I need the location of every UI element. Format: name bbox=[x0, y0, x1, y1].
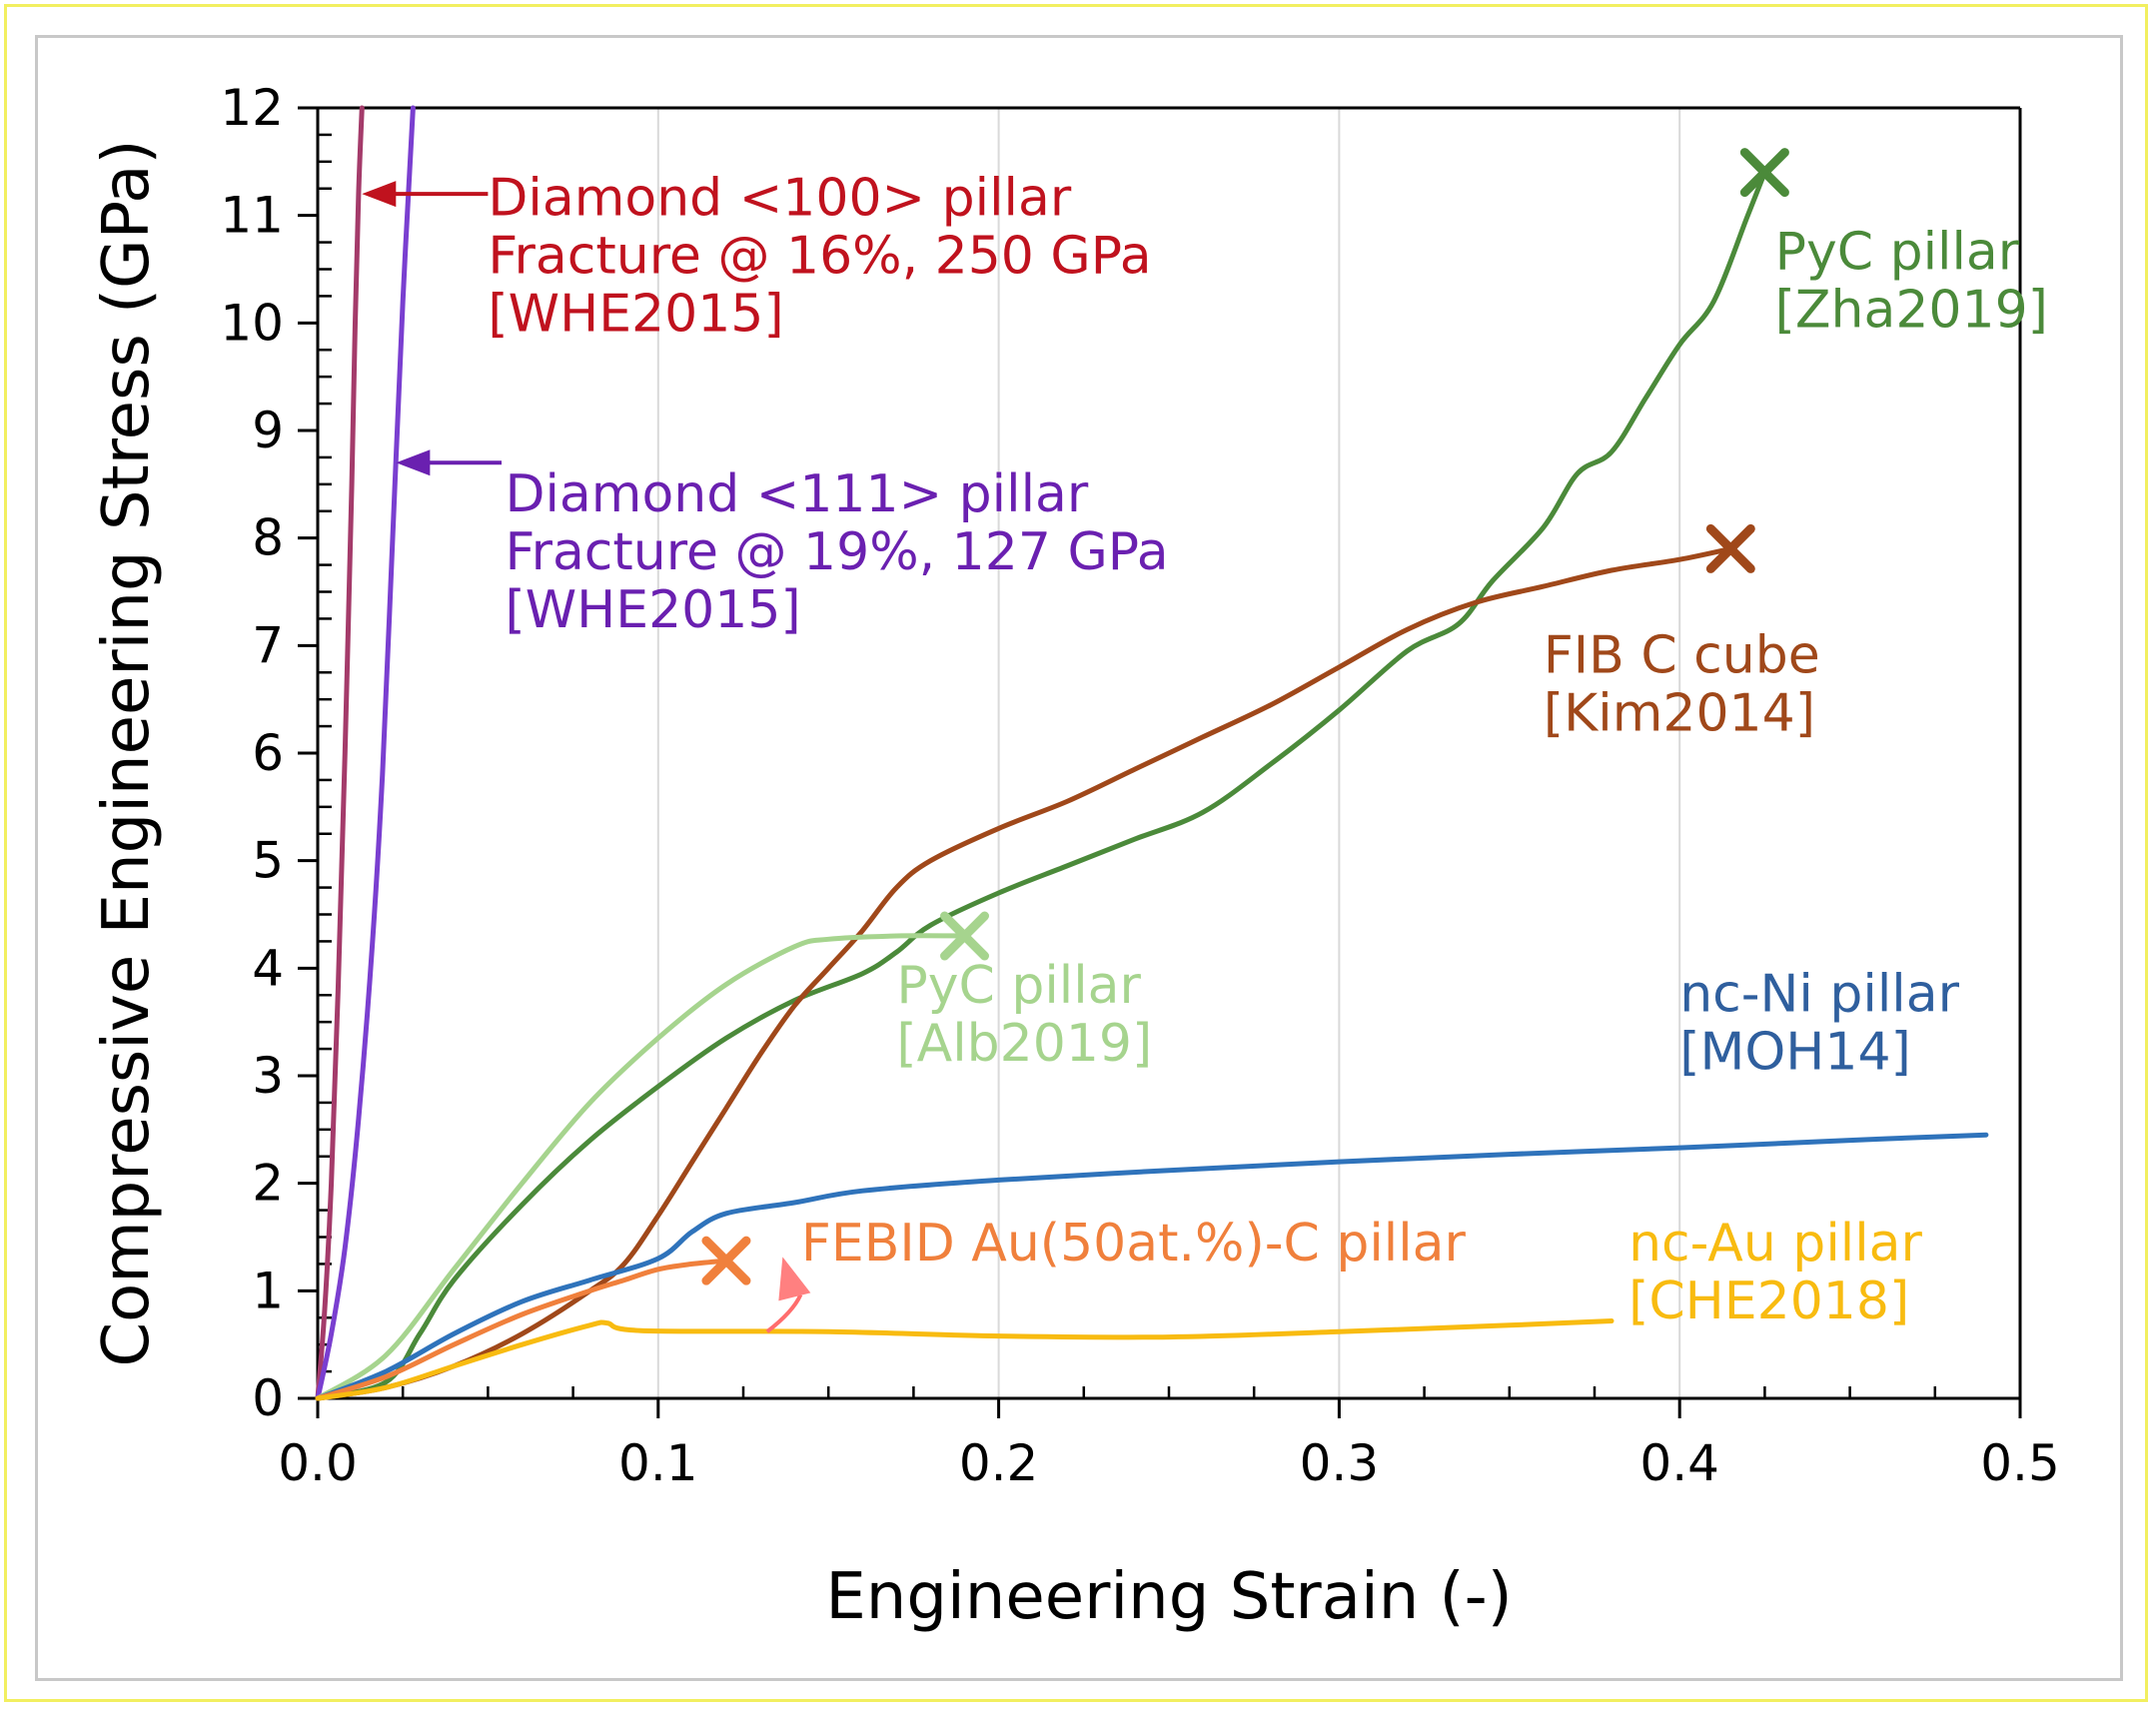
annotation-line: [Kim2014] bbox=[1544, 683, 1815, 743]
annotation-label: Diamond <100> pillar Fracture @ 16%, 250 … bbox=[488, 169, 1151, 345]
x-tick-label: 0.5 bbox=[1980, 1434, 2060, 1492]
x-axis-title: Engineering Strain (-) bbox=[825, 1560, 1512, 1634]
annotation-label: nc-Ni pillar [MOH14] bbox=[1679, 964, 1959, 1082]
annotation-line: [WHE2015] bbox=[505, 580, 800, 640]
y-tick-label: 4 bbox=[252, 939, 284, 997]
x-tick-label: 0.2 bbox=[959, 1434, 1039, 1492]
fracture-marker-stroke bbox=[1739, 148, 1789, 198]
febid-pointer bbox=[765, 1257, 811, 1333]
arrow-head bbox=[396, 449, 431, 476]
figure-inner-border bbox=[35, 35, 2123, 1681]
annotation-label: FIB C cube [Kim2014] bbox=[1544, 625, 1820, 743]
y-tick-label: 9 bbox=[252, 402, 284, 459]
fracture-markers bbox=[701, 148, 1789, 1285]
annotation-label: PyC pillar [Alb2019] bbox=[896, 956, 1152, 1074]
series-line-diamond-100-pillar bbox=[315, 105, 365, 1401]
annotation-line: nc-Au pillar bbox=[1628, 1214, 1922, 1274]
y-tick-label: 5 bbox=[252, 832, 284, 890]
y-tick-label: 11 bbox=[220, 187, 284, 245]
annotation-line: FEBID Au(50at.%)-C pillar bbox=[801, 1214, 1467, 1274]
pointer-head bbox=[778, 1257, 811, 1301]
y-tick-label: 12 bbox=[220, 79, 284, 137]
y-tick-label: 0 bbox=[252, 1369, 284, 1427]
series-line-diamond-111-pillar bbox=[315, 105, 416, 1401]
figure-frame bbox=[4, 4, 2148, 1702]
annotation-line: nc-Ni pillar bbox=[1679, 964, 1959, 1024]
annotation-arrow bbox=[396, 449, 503, 476]
x-tick-label: 0.4 bbox=[1639, 1434, 1719, 1492]
x-tick-label: 0.0 bbox=[278, 1434, 358, 1492]
series-line-pyc-pillar-zha2019 bbox=[315, 170, 1767, 1401]
series-line-pyc-pillar-alb2019 bbox=[315, 933, 967, 1401]
annotation-label: Diamond <111> pillar Fracture @ 19%, 127 … bbox=[505, 464, 1168, 640]
annotation-line: PyC pillar bbox=[1775, 223, 2020, 283]
annotation-line: FIB C cube bbox=[1544, 625, 1820, 685]
y-tick-label: 2 bbox=[252, 1155, 284, 1213]
annotation-line: Diamond <100> pillar bbox=[488, 169, 1071, 229]
annotation-line: Fracture @ 16%, 250 GPa bbox=[488, 227, 1151, 287]
series-line-nc-au-pillar-che2018 bbox=[315, 1318, 1615, 1401]
annotation-label: nc-Au pillar [CHE2018] bbox=[1628, 1214, 1922, 1331]
series-line-febid-au-50at-c-pillar bbox=[315, 1258, 729, 1401]
annotations: Diamond <100> pillar Fracture @ 16%, 250 … bbox=[362, 169, 2048, 1333]
x-tick-label: 0.3 bbox=[1300, 1434, 1380, 1492]
annotation-label: FEBID Au(50at.%)-C pillar bbox=[801, 1214, 1467, 1274]
y-tick-label: 3 bbox=[252, 1047, 284, 1105]
series-lines bbox=[315, 105, 1989, 1401]
y-tick-label: 6 bbox=[252, 724, 284, 782]
annotation-arrow bbox=[362, 181, 489, 208]
y-axis-title: Compressive Engineering Stress (GPa) bbox=[90, 140, 164, 1367]
annotation-line: PyC pillar bbox=[896, 956, 1141, 1016]
y-tick-label: 8 bbox=[252, 509, 284, 567]
y-tick-label: 7 bbox=[252, 616, 284, 674]
fracture-marker-stroke bbox=[701, 1236, 751, 1285]
annotation-line: Fracture @ 19%, 127 GPa bbox=[505, 522, 1168, 582]
annotation-line: Diamond <111> pillar bbox=[505, 464, 1088, 524]
annotation-line: [Zha2019] bbox=[1775, 281, 2048, 341]
annotation-line: [CHE2018] bbox=[1628, 1272, 1909, 1331]
y-tick-label: 10 bbox=[220, 294, 284, 352]
x-tick-label: 0.1 bbox=[618, 1434, 698, 1492]
fracture-marker-stroke bbox=[1705, 523, 1755, 573]
fracture-marker-x bbox=[1739, 148, 1789, 198]
fracture-marker-x bbox=[701, 1236, 751, 1285]
fracture-marker-x bbox=[1705, 523, 1755, 573]
annotation-label: PyC pillar [Zha2019] bbox=[1775, 223, 2048, 341]
annotation-line: [WHE2015] bbox=[488, 285, 783, 345]
fracture-marker-stroke bbox=[940, 911, 990, 961]
annotation-line: [MOH14] bbox=[1679, 1022, 1911, 1082]
annotation-line: [Alb2019] bbox=[896, 1014, 1152, 1074]
fracture-marker-x bbox=[940, 911, 990, 961]
series-line-nc-ni-pillar-moh14 bbox=[315, 1132, 1989, 1401]
arrow-head bbox=[362, 181, 397, 208]
y-tick-label: 1 bbox=[252, 1262, 284, 1319]
pointer-curve bbox=[765, 1293, 803, 1333]
